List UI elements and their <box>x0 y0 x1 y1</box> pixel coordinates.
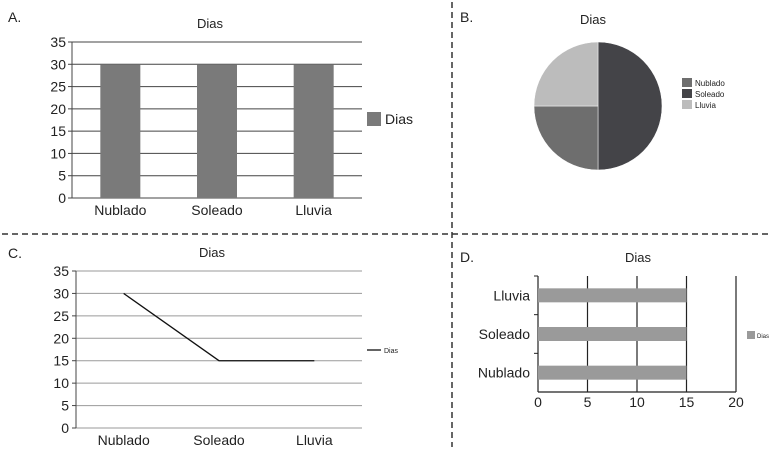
y-tick-label: 35 <box>53 263 69 279</box>
series-line <box>123 292 315 362</box>
pie-slice <box>597 41 663 171</box>
bar <box>100 64 141 199</box>
bar <box>538 288 687 303</box>
legend-label: Dias <box>757 334 769 340</box>
y-tick-label: 15 <box>53 353 69 369</box>
y-tick-label: 0 <box>58 190 66 206</box>
y-tick-label: 30 <box>50 56 66 72</box>
legend-swatch <box>682 100 692 109</box>
chart-d-title: Dias <box>625 250 652 265</box>
x-tick-label: Nublado <box>94 202 146 218</box>
panel-b-letter: B. <box>460 9 473 25</box>
pie-slice <box>533 41 599 107</box>
y-tick-label: 5 <box>61 398 69 414</box>
chart-b: Nublado Soleado Lluvia <box>533 41 725 171</box>
bar <box>538 365 687 380</box>
x-tick-label: 5 <box>584 394 592 410</box>
bar <box>538 327 687 341</box>
y-tick-label: 15 <box>50 123 66 139</box>
y-tick-label: 30 <box>53 285 69 301</box>
x-tick-label: 20 <box>728 394 744 410</box>
chart-c: 0 5 10 15 20 25 30 35 Nublado Soleado Lluvia Dias <box>53 263 398 448</box>
x-tick-label: Nublado <box>98 432 150 448</box>
y-tick-label: 35 <box>50 34 66 50</box>
legend-label: Soleado <box>695 90 725 99</box>
chart-c-title: Dias <box>199 245 226 260</box>
x-tick-label: 10 <box>629 394 645 410</box>
x-tick-label: 15 <box>679 394 695 410</box>
y-tick-label: 5 <box>58 168 66 184</box>
legend-swatch <box>367 112 381 126</box>
y-tick-label: 20 <box>53 330 69 346</box>
x-tick-label: Soleado <box>193 432 245 448</box>
chart-d: 0 5 10 15 20 Lluvia Soleado Nublado Dias <box>478 275 769 410</box>
chart-a: 0 5 10 15 20 25 30 35 Nublado Soleado Lluvia Dias <box>50 34 413 218</box>
y-tick-label: Nublado <box>478 365 530 381</box>
legend-swatch <box>747 331 755 339</box>
x-tick-label: Lluvia <box>296 432 333 448</box>
legend-label: Lluvia <box>695 101 716 110</box>
panel-d-letter: D. <box>460 249 474 265</box>
panel-c-letter: C. <box>8 245 22 261</box>
y-tick-label: 10 <box>53 375 69 391</box>
y-tick-label: Lluvia <box>493 287 530 303</box>
x-tick-label: 0 <box>534 394 542 410</box>
x-tick-label: Lluvia <box>295 202 332 218</box>
y-tick-label: 25 <box>53 308 69 324</box>
panel-a-letter: A. <box>8 9 21 25</box>
y-tick-label: 0 <box>61 420 69 436</box>
y-tick-label: Soleado <box>479 326 531 342</box>
chart-b-title: Dias <box>580 12 607 27</box>
legend-label: Nublado <box>695 79 725 88</box>
y-tick-label: 10 <box>50 145 66 161</box>
x-tick-label: Soleado <box>191 202 243 218</box>
bar <box>293 64 334 199</box>
pie-slice <box>533 105 599 171</box>
legend-label: Dias <box>385 111 413 127</box>
bar <box>197 64 237 199</box>
legend-swatch <box>682 89 692 98</box>
y-tick-label: 25 <box>50 79 66 95</box>
legend-swatch <box>682 78 692 87</box>
legend-label: Dias <box>384 348 399 355</box>
chart-a-title: Dias <box>197 16 224 31</box>
y-tick-label: 20 <box>50 101 66 117</box>
